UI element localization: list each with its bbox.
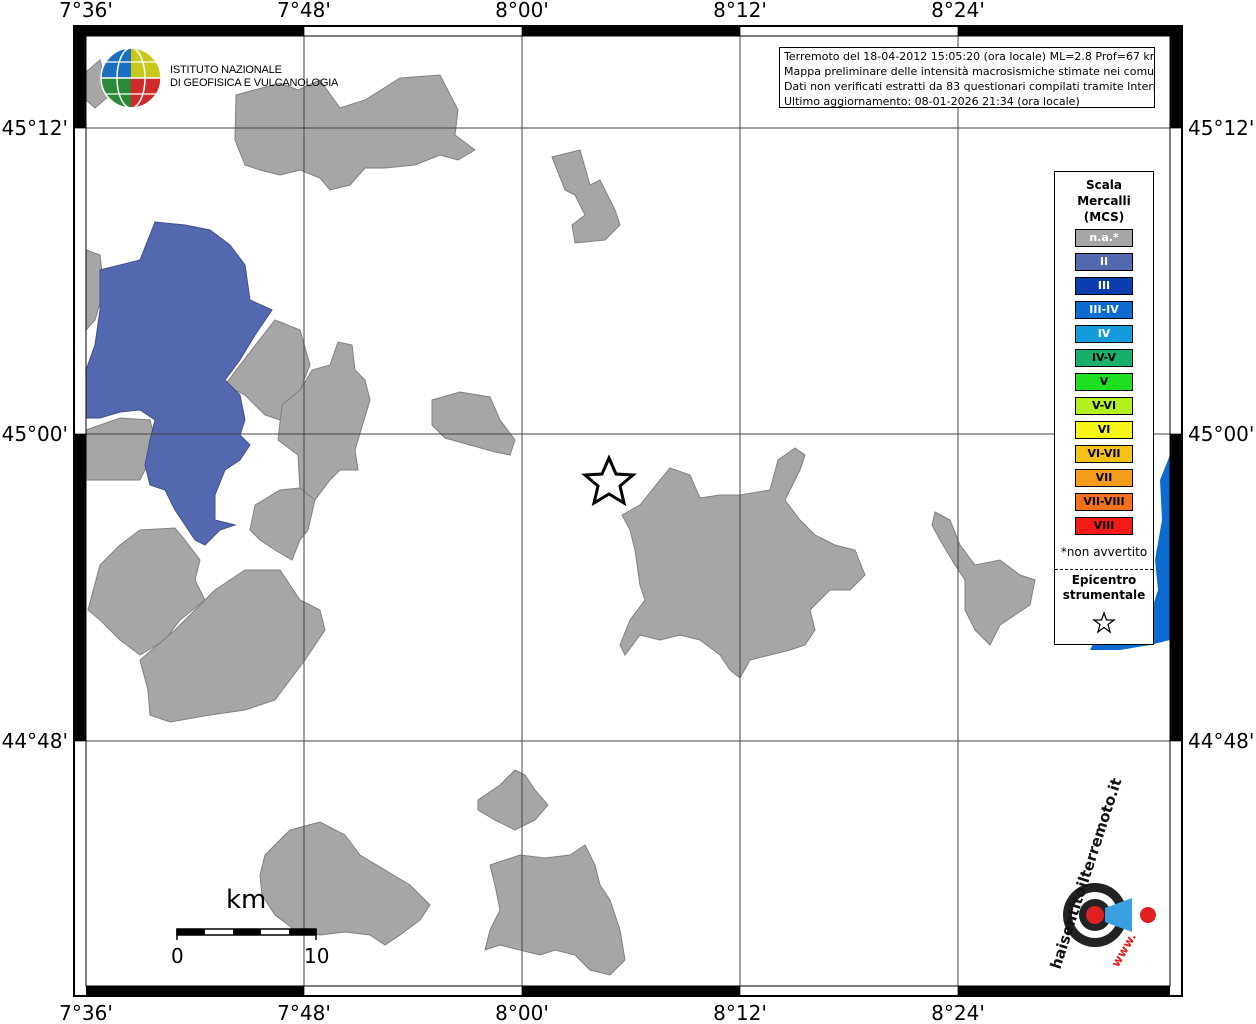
grid-lines — [74, 26, 1182, 996]
mcs-legend: Scala Mercalli (MCS) n.a.* II III III-IV IV I… — [1054, 171, 1154, 645]
lat-tick-label: 44°48' — [1188, 729, 1254, 753]
legend-star-icon — [1092, 611, 1116, 634]
lat-ticks-right: 45°12' 45°00' 44°48' — [1188, 116, 1254, 753]
lon-tick-label: 8°12' — [713, 1001, 767, 1024]
legend-item: VII-VIII — [1075, 493, 1133, 511]
ingv-logo-line: ISTITUTO NAZIONALE — [170, 64, 282, 76]
lon-tick-label: 8°12' — [713, 0, 767, 22]
legend-item: VI-VII — [1075, 445, 1133, 463]
epicenter-star-icon — [581, 454, 637, 507]
event-info-line: Mappa preliminare delle intensità macros… — [784, 65, 1155, 78]
hsit-logo-icon — [1063, 883, 1156, 947]
legend-item: IV — [1075, 325, 1133, 343]
intensity-iii-iv-edge — [1090, 455, 1170, 650]
ingv-logo-line: DI GEOFISICA E VULCANOLOGIA — [170, 77, 339, 89]
lon-ticks-bottom: 7°36' 7°48' 8°00' 8°12' 8°24' — [59, 1001, 985, 1024]
lon-tick-label: 7°48' — [277, 1001, 331, 1024]
municipality-south-center-1 — [477, 769, 549, 831]
legend-note: *non avvertito — [1060, 545, 1148, 559]
municipality-center-west — [431, 391, 516, 456]
municipality-south-center-2 — [484, 844, 626, 976]
lon-tick-label: 8°24' — [931, 1001, 985, 1024]
legend-item: V-VI — [1075, 397, 1133, 415]
legend-epicenter-line: Epicentro — [1071, 573, 1137, 587]
municipality-north-small — [551, 149, 621, 244]
lat-tick-label: 45°00' — [1188, 422, 1254, 446]
event-info-line: Dati non verificati estratti da 83 quest… — [784, 80, 1155, 93]
municipality-south-west-2 — [139, 569, 326, 723]
municipality-west-low — [85, 417, 156, 481]
legend-item: IV-V — [1075, 349, 1133, 367]
lat-tick-label: 45°12' — [2, 116, 68, 140]
municipality-large-east — [619, 447, 866, 679]
municipality-intensity-ii — [85, 221, 273, 546]
lon-tick-label: 8°00' — [495, 0, 549, 22]
lon-ticks-top: 7°36' 7°48' 8°00' 8°12' 8°24' — [59, 0, 985, 22]
event-info-box: Terremoto del 18-04-2012 15:05:20 (ora l… — [779, 47, 1155, 108]
lat-tick-label: 45°12' — [1188, 116, 1254, 140]
lon-tick-label: 8°24' — [931, 0, 985, 22]
legend-item: II — [1075, 253, 1133, 271]
lat-tick-label: 44°48' — [2, 729, 68, 753]
lon-tick-label: 7°36' — [59, 0, 113, 22]
ingv-logo-icon — [100, 47, 162, 109]
legend-item: III-IV — [1075, 301, 1133, 319]
legend-title-line: Mercalli — [1077, 194, 1131, 208]
lat-tick-label: 45°00' — [2, 422, 68, 446]
legend-item: V — [1075, 373, 1133, 391]
event-info-line: Ultimo aggiornamento: 08-01-2026 21:34 (… — [784, 95, 1080, 108]
legend-epicenter-label: Epicentro strumentale — [1055, 573, 1153, 603]
scale-bar-min: 0 — [171, 944, 184, 968]
legend-item: n.a.* — [1075, 229, 1133, 247]
legend-title-line: (MCS) — [1083, 210, 1125, 224]
lon-tick-label: 7°48' — [277, 0, 331, 22]
legend-epicenter-line: strumentale — [1062, 588, 1146, 602]
municipality-north-cluster — [234, 74, 476, 191]
event-info-line: Terremoto del 18-04-2012 15:05:20 (ora l… — [784, 50, 1155, 63]
legend-item: III — [1075, 277, 1133, 295]
legend-item: VIII — [1075, 517, 1133, 535]
legend-item: VII — [1075, 469, 1133, 487]
legend-title: Scala Mercalli (MCS) — [1055, 177, 1153, 225]
municipality-polygons — [85, 59, 1036, 976]
scale-bar-max: 10 — [304, 944, 330, 968]
ingv-logo-text: ISTITUTO NAZIONALE DI GEOFISICA E VULCAN… — [170, 64, 338, 90]
municipality-west-mid-3 — [249, 487, 316, 561]
lon-tick-label: 7°36' — [59, 1001, 113, 1024]
municipality-east — [931, 511, 1036, 646]
scale-bar-unit: km — [226, 885, 267, 915]
map-frame — [73, 25, 1183, 997]
lat-ticks-left: 45°12' 45°00' 44°48' — [2, 116, 68, 753]
lon-tick-label: 8°00' — [495, 1001, 549, 1024]
legend-title-line: Scala — [1085, 178, 1123, 192]
scale-bar — [176, 928, 317, 940]
municipality-south-west-3 — [259, 821, 431, 946]
legend-divider — [1055, 569, 1153, 570]
legend-item: VI — [1075, 421, 1133, 439]
